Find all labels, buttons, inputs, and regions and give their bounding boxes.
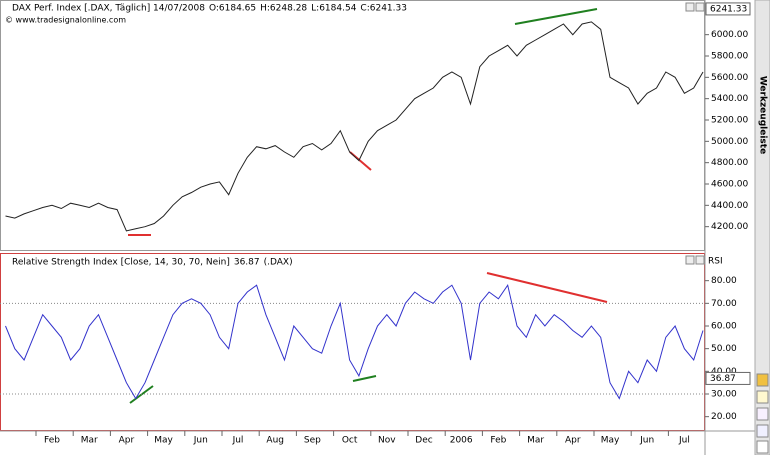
x-tick-label: 2006: [450, 436, 473, 446]
trend-line: [352, 375, 377, 382]
x-tick-label: Mar: [81, 436, 98, 446]
ohlc-label: O:6184.65: [209, 4, 256, 14]
x-tick-label: Jun: [193, 436, 208, 446]
last-value-label: 36.87: [710, 374, 736, 384]
ohlc-label: H:6248.28: [260, 4, 307, 14]
toolbar[interactable]: [754, 0, 770, 455]
y-tick-label: 5600.00: [711, 73, 748, 83]
x-tick-label: Apr: [119, 436, 135, 446]
y-tick-label: 5800.00: [711, 52, 748, 62]
tool-icon[interactable]: [756, 373, 769, 387]
y-tick-label: 5400.00: [711, 94, 748, 104]
y-tick-label: 60.00: [711, 322, 737, 332]
x-tick-label: Dec: [415, 436, 432, 446]
y-tick-label: 5000.00: [711, 137, 748, 147]
x-tick-label: Mar: [527, 436, 544, 446]
y-tick-label: 4600.00: [711, 180, 748, 190]
series-line: [5, 283, 704, 400]
x-tick-label: Oct: [342, 436, 358, 446]
y-tick-label: 30.00: [711, 390, 737, 400]
tool-icon[interactable]: [756, 424, 769, 438]
y-tick-label: 5200.00: [711, 116, 748, 126]
price-title: DAX Perf. Index [.DAX, Täglich] 14/07/20…: [12, 4, 205, 14]
last-value-box: [705, 2, 751, 16]
y-tick-label: 4400.00: [711, 201, 748, 211]
y-tick-label: 6000.00: [711, 30, 748, 40]
toolbar-label: Werkzeugleiste: [758, 76, 768, 154]
y-tick-label: 80.00: [711, 276, 737, 286]
y-tick-label: 20.00: [711, 412, 737, 422]
close-button[interactable]: [695, 255, 705, 265]
x-tick-label: Feb: [490, 436, 506, 446]
tool-icon[interactable]: [756, 440, 769, 454]
trend-line: [486, 272, 608, 303]
tool-icon[interactable]: [756, 390, 769, 404]
x-tick-label: Jul: [678, 436, 690, 446]
x-tick-label: Nov: [378, 436, 396, 446]
panel-buttons: [685, 2, 705, 265]
x-tick-label: May: [154, 436, 173, 446]
y-tick-label: 4200.00: [711, 222, 748, 232]
minimize-button[interactable]: [685, 2, 695, 12]
close-button[interactable]: [695, 2, 705, 12]
tool-icon[interactable]: [756, 407, 769, 421]
x-tick-label: Aug: [266, 436, 284, 446]
rsi-title-value: 36.87: [234, 258, 260, 268]
x-tick-label: Sep: [304, 436, 321, 446]
x-tick-label: May: [601, 436, 620, 446]
y-tick-label: 50.00: [711, 344, 737, 354]
x-tick-label: Feb: [44, 436, 60, 446]
y-tick-label: 70.00: [711, 299, 737, 309]
watermark: © www.tradesignalonline.com: [5, 16, 126, 25]
toolbar-icons: [756, 373, 769, 454]
y-tick-label: 40.00: [711, 367, 737, 377]
x-tick-label: Apr: [565, 436, 581, 446]
trend-line: [514, 8, 598, 25]
ohlc-label: C:6241.33: [360, 4, 407, 14]
x-tick-label: Jun: [639, 436, 654, 446]
last-value-box: [705, 371, 751, 385]
ohlc-label: L:6184.54: [311, 4, 357, 14]
rsi-title-suffix: (.DAX): [264, 258, 293, 268]
y-tick-label: 4800.00: [711, 158, 748, 168]
axis-label: RSI: [708, 257, 723, 267]
minimize-button[interactable]: [685, 255, 695, 265]
last-value-label: 6241.33: [710, 4, 747, 14]
x-tick-label: Jul: [232, 436, 244, 446]
rsi-title: Relative Strength Index [Close, 14, 30, …: [12, 258, 230, 268]
series-line: [5, 21, 704, 232]
